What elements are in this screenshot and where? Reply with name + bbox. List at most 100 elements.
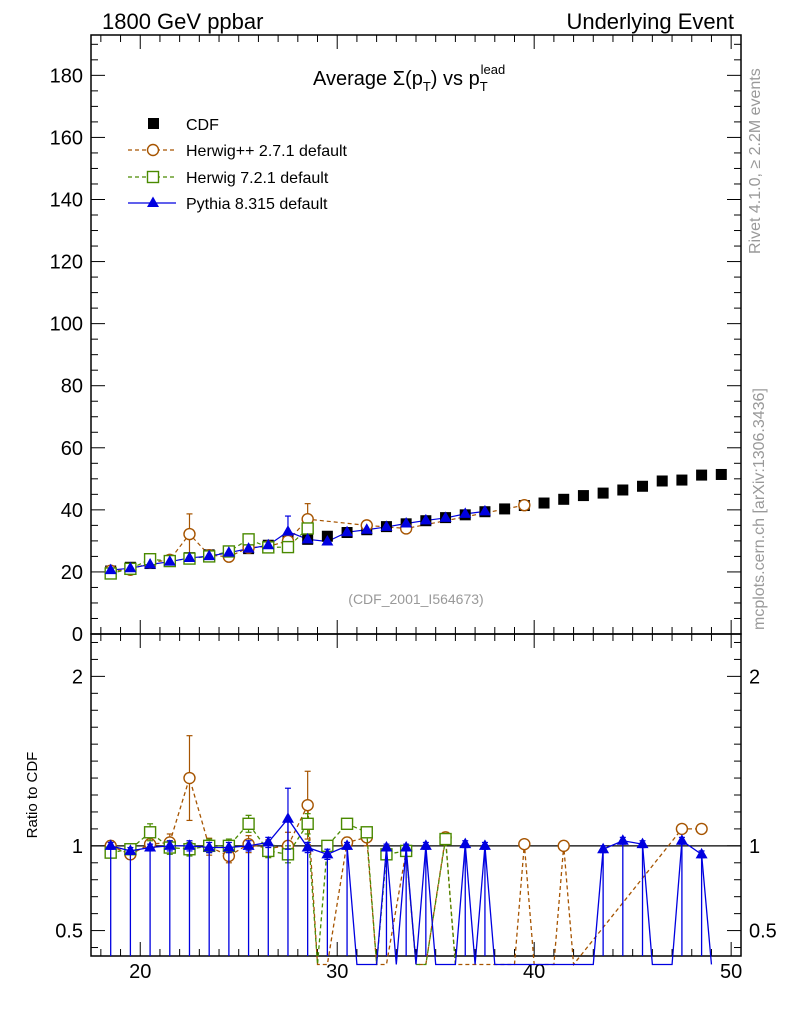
ratio-point-pythia	[636, 837, 649, 849]
xtick-label: 50	[720, 961, 742, 983]
main-point-pythia	[183, 551, 196, 562]
ratio-point-pythia	[242, 839, 255, 850]
main-ytick-label: 180	[50, 65, 83, 87]
main-point-pythia	[281, 525, 294, 536]
main-point-pythia	[341, 525, 354, 537]
ratio-ytick-label: 1	[72, 836, 83, 858]
ratio-point-pythia	[597, 842, 610, 854]
main-point-pythia	[459, 507, 472, 518]
ratio-point-herwigpp	[695, 822, 708, 836]
reference-label: (CDF_2001_I564673)	[348, 591, 483, 607]
ratio-y-ticks: 0.5 0.5 1 1 2 2	[55, 641, 777, 949]
ratio-panel: 0.5 0.5 1 1 2 2 20 30 40 50 Ratio to CDF	[24, 633, 777, 983]
ratio-point-herwigpp	[301, 798, 314, 812]
chart-title: Average Σ(pT) vs pTlead	[313, 62, 505, 94]
main-point-pythia	[203, 549, 216, 561]
ratio-point-herwigpp	[557, 839, 570, 853]
main-point-pythia	[419, 513, 432, 525]
ratio-point-pythia	[321, 847, 334, 859]
main-point-cdf	[597, 487, 609, 499]
legend-item-pythia: Pythia 8.315 default	[128, 196, 328, 213]
main-ytick-label: 160	[50, 127, 83, 149]
ratio-point-pythia	[419, 839, 432, 850]
main-point-pythia	[360, 523, 373, 534]
mcplots-label: mcplots.cern.ch [arXiv:1306.3436]	[751, 388, 768, 630]
main-ytick-label: 140	[50, 189, 83, 211]
xtick-label: 40	[523, 961, 545, 983]
main-ytick-label: 40	[61, 500, 83, 522]
legend-marker-cdf	[148, 118, 159, 129]
ratio-point-pythia	[203, 841, 216, 852]
main-point-pythia	[439, 511, 452, 522]
main-point-herwig7	[301, 522, 314, 535]
main-point-pythia	[124, 561, 137, 573]
ratio-ytick-label-right: 2	[749, 666, 760, 688]
ratio-point-pythia	[183, 839, 196, 850]
main-point-pythia	[400, 517, 413, 528]
main-ytick-label: 120	[50, 252, 83, 274]
ratio-point-herwigpp	[518, 837, 531, 851]
ratio-point-herwig7	[242, 817, 255, 831]
main-ytick-label: 80	[61, 376, 83, 398]
header-right: Underlying Event	[566, 9, 734, 34]
ratio-point-pythia	[380, 841, 393, 852]
main-point-pythia	[242, 542, 255, 553]
main-point-cdf	[499, 503, 511, 515]
ratio-point-pythia	[400, 841, 413, 852]
legend-item-herwig7: Herwig 7.2.1 default	[128, 170, 329, 187]
main-point-cdf	[656, 475, 668, 487]
main-ytick-label: 100	[50, 314, 83, 336]
main-point-pythia	[222, 546, 235, 557]
main-point-pythia	[301, 532, 314, 544]
ratio-ytick-label-right: 1	[749, 836, 760, 858]
main-series-layer	[104, 468, 727, 580]
rivet-label: Rivet 4.1.0, ≥ 2.2M events	[747, 68, 764, 254]
legend-label-herwigpp: Herwig++ 2.7.1 default	[186, 143, 348, 160]
ratio-point-herwigpp	[183, 771, 196, 785]
ratio-point-pythia	[222, 841, 235, 852]
main-point-herwigpp	[518, 498, 531, 512]
main-point-cdf	[676, 474, 688, 486]
ratio-frame	[90, 633, 742, 957]
ratio-point-pythia	[695, 847, 708, 859]
ratio-point-pythia	[163, 839, 176, 850]
ratio-point-pythia	[478, 839, 491, 850]
main-point-cdf	[696, 469, 708, 481]
main-x-ticks	[100, 35, 732, 634]
ratio-point-pythia	[262, 835, 275, 847]
ratio-point-pythia	[341, 839, 354, 850]
main-point-cdf	[558, 493, 570, 505]
legend-item-herwigpp: Herwig++ 2.7.1 default	[128, 143, 348, 160]
xtick-label: 30	[326, 961, 348, 983]
legend-label-pythia: Pythia 8.315 default	[186, 196, 328, 213]
ratio-point-pythia	[144, 841, 157, 852]
ratio-x-ticks: 20 30 40 50	[100, 634, 742, 983]
header-left: 1800 GeV ppbar	[102, 9, 263, 34]
ratio-ytick-label: 0.5	[55, 921, 83, 943]
ratio-point-herwig7	[439, 832, 452, 846]
ratio-point-pythia	[281, 812, 294, 823]
xtick-label: 20	[129, 961, 151, 983]
legend-marker-herwigpp	[146, 143, 160, 157]
legend-marker-pythia	[147, 196, 159, 207]
legend: CDF Herwig++ 2.7.1 default Herwig 7.2.1 …	[128, 117, 348, 213]
ratio-point-herwigpp	[675, 822, 689, 836]
main-ytick-label: 20	[61, 562, 83, 584]
main-point-cdf	[637, 480, 649, 492]
main-point-herwigpp	[183, 527, 196, 541]
main-point-pythia	[380, 520, 393, 531]
main-point-cdf	[617, 484, 629, 496]
ratio-point-pythia	[124, 844, 137, 855]
main-ytick-label: 0	[72, 624, 83, 646]
legend-marker-herwig7	[146, 170, 160, 184]
ratio-point-pythia	[616, 834, 629, 845]
ratio-point-pythia	[459, 837, 472, 849]
main-ytick-label: 60	[61, 438, 83, 460]
ratio-line-herwig7	[110, 821, 457, 966]
ratio-y-axis-label: Ratio to CDF	[24, 752, 41, 839]
ratio-point-pythia	[301, 841, 314, 852]
main-point-pythia	[262, 538, 275, 550]
legend-label-herwig7: Herwig 7.2.1 default	[186, 170, 329, 187]
main-y-ticks: 0 20 40 60 80 100 120 140 160 180	[50, 43, 741, 646]
